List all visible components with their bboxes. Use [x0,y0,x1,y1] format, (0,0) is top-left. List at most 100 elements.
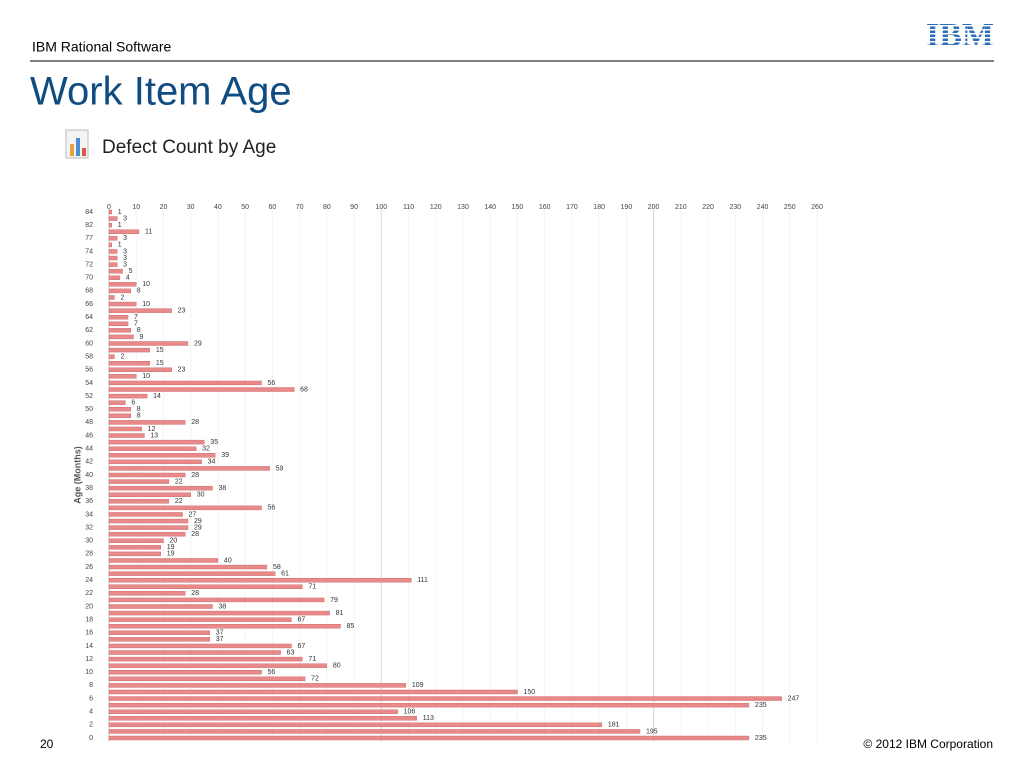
bar [108,492,191,497]
value-label: 39 [221,452,229,459]
value-label: 56 [267,380,275,387]
bar [108,453,216,458]
value-label: 235 [755,702,767,709]
value-label: 1 [118,222,122,229]
bar [108,334,134,340]
y-tick-label: 54 [85,380,93,387]
x-tick-label: 40 [214,204,222,211]
value-label: 29 [194,340,202,347]
value-label: 79 [330,597,338,604]
y-tick-label: 8 [89,682,93,689]
bar [108,518,189,524]
bar [108,578,412,583]
x-tick-label: 240 [757,204,769,211]
bar [108,315,129,320]
bar [108,617,292,622]
value-label: 20 [169,538,177,545]
x-tick-label: 160 [539,204,551,211]
value-label: 15 [156,360,164,367]
bar [108,545,161,550]
x-tick-label: 20 [160,204,168,211]
value-label: 235 [755,735,767,742]
value-label: 3 [123,255,127,262]
bar [108,262,118,267]
y-tick-label: 38 [85,485,93,492]
value-label: 28 [191,419,199,426]
value-label: 37 [216,630,224,637]
value-label: 71 [308,656,316,663]
bar [108,426,142,432]
value-label: 27 [189,511,197,518]
y-tick-label: 74 [85,248,93,255]
x-tick-label: 150 [512,204,524,211]
bar [108,361,151,366]
bar [108,400,126,405]
x-tick-label: 110 [403,204,414,211]
value-label: 59 [276,465,284,472]
x-tick-label: 180 [593,204,605,211]
value-label: 8 [137,413,141,420]
value-label: 2 [120,353,124,360]
y-tick-label: 50 [85,406,93,413]
value-label: 29 [194,524,202,531]
y-tick-label: 30 [85,538,93,545]
value-label: 1 [118,209,122,216]
value-label: 10 [142,301,150,308]
y-tick-label: 26 [85,564,93,571]
y-axis-label: Age (Months) [72,446,82,504]
value-label: 111 [417,577,428,584]
y-tick-label: 22 [85,590,93,597]
chart-title: Defect Count by Age [102,137,276,158]
bar [108,466,270,471]
value-label: 56 [267,669,275,676]
value-label: 10 [142,281,150,288]
y-tick-label: 2 [89,722,93,729]
value-label: 29 [194,518,202,525]
y-tick-label: 6 [89,695,93,702]
x-tick-label: 220 [702,204,714,211]
value-label: 40 [224,557,232,564]
bar [108,301,137,307]
value-label: 3 [123,215,127,222]
y-tick-label: 62 [85,327,93,334]
value-label: 38 [218,603,226,610]
bar [108,689,518,695]
value-label: 8 [137,288,141,295]
bar [108,735,750,741]
bar [108,367,172,372]
bar [108,610,330,616]
bar [108,564,268,570]
x-tick-label: 100 [375,204,387,211]
x-tick-label: 30 [187,204,195,211]
bar [108,551,161,557]
bar [108,472,186,478]
value-label: 8 [137,327,141,334]
bar [108,249,118,254]
value-label: 11 [145,229,152,236]
value-label: 35 [210,439,218,446]
bar [108,716,417,721]
value-label: 106 [404,709,416,716]
bar [108,341,189,346]
y-tick-label: 18 [85,616,93,623]
bar [108,538,164,543]
x-tick-label: 70 [296,204,304,211]
bar [108,282,137,287]
y-tick-label: 32 [85,524,93,531]
bar [108,420,186,425]
x-tick-label: 50 [241,204,249,211]
bar [108,321,129,326]
y-tick-label: 82 [85,222,93,229]
value-label: 12 [148,426,156,433]
bar [108,722,603,728]
y-tick-label: 36 [85,498,93,505]
value-label: 7 [134,314,138,321]
value-label: 2 [120,294,124,301]
value-label: 23 [178,307,186,314]
value-label: 10 [142,373,150,380]
value-label: 28 [191,531,199,538]
bar [108,209,112,215]
value-label: 67 [297,643,305,650]
y-tick-label: 46 [85,432,93,439]
y-tick-label: 72 [85,261,93,268]
